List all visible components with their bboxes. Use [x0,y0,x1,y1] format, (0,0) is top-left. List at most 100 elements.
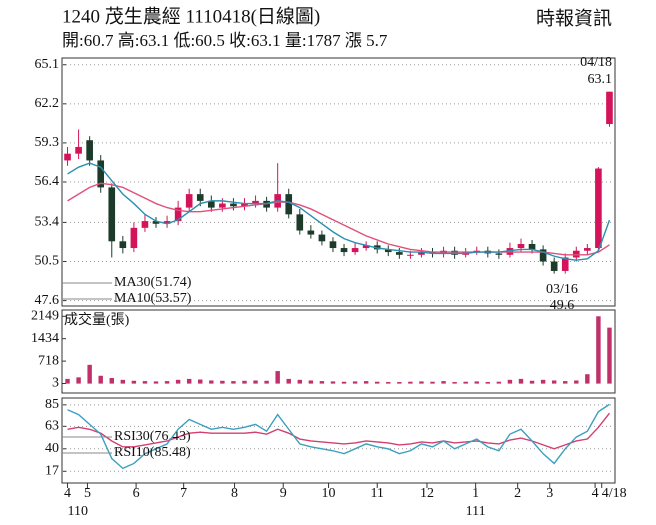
x-tick-label: 12 [420,486,434,501]
y-tick-label: 3 [52,376,59,391]
candle-body [196,194,204,201]
bar [563,381,568,384]
bar [275,371,280,384]
candle-body [97,160,105,188]
bar [164,381,170,384]
y-tick-label: 50.5 [35,254,60,269]
candle-body [561,257,569,271]
bar [397,382,402,384]
high-value: 63.1 [588,72,613,87]
bar [65,378,70,384]
candle-body [407,254,414,256]
x-tick-label: 5 [84,486,91,501]
candle-body [64,153,71,161]
bar [419,381,424,384]
candle-body [108,187,116,242]
bar [142,381,148,384]
y-tick-label: 62.2 [35,96,60,111]
low-date: 03/16 [546,282,578,297]
candle-body [584,248,591,251]
candle-body [318,234,326,242]
x-tick-label: 8 [231,486,238,501]
bar [120,379,126,384]
subtitle: 開:60.7 高:63.1 低:60.5 收:63.1 量:1787 漲 5.7 [62,31,388,50]
x-tick-label: 2 [514,486,521,501]
bar [408,381,413,384]
candle-body [241,203,248,207]
bar [474,381,479,384]
bar [87,364,92,384]
x-tick-label: 4/18 [602,486,627,501]
y-tick-label: 1434 [31,331,59,346]
line [67,162,611,261]
candle-body [384,249,392,253]
candle-body [351,248,359,253]
candle-body [252,200,259,204]
candle-body [418,252,425,255]
legend-label: MA10(53.57) [114,291,192,306]
bar [175,379,181,384]
bar [308,380,314,384]
bar [596,316,601,384]
bar [496,381,502,384]
bar [76,377,81,384]
x-year-label: 110 [68,504,88,519]
x-tick-label: 9 [280,486,287,501]
bar [209,380,214,384]
bar [264,380,269,384]
bar [540,379,546,384]
panel-title: 成交量(張) [64,311,130,328]
y-tick-label: 65.1 [35,57,60,72]
candle-body [595,168,602,249]
bar [319,381,325,384]
bar [585,374,590,384]
low-value: 49.6 [550,298,575,313]
x-tick-label: 6 [133,486,140,501]
high-date: 04/18 [580,55,612,70]
candle-body [362,245,370,249]
bar [507,379,513,384]
candle-body [340,248,348,253]
bar [386,382,391,384]
candle-body [495,253,503,255]
candle-body [539,249,547,262]
candle-body [307,230,315,235]
bar [607,327,612,384]
legend-label: MA30(51.74) [114,275,192,290]
candle-body [329,241,337,249]
y-tick-label: 56.4 [35,174,60,189]
candle-body [517,244,525,249]
rsi-frame [61,397,616,484]
chart-title: 1240 茂生農經 1110418(日線圖) [62,5,320,27]
line [67,412,611,450]
bar [463,381,468,384]
bar [242,380,247,384]
bar [430,381,435,384]
y-tick-label: 718 [38,353,59,368]
x-tick-label: 11 [370,486,383,501]
candle-body [86,140,93,161]
x-year-label: 111 [466,504,486,519]
candle-body [141,221,149,228]
bar [186,378,192,384]
candle-body [75,146,82,154]
x-tick-label: 10 [322,486,336,501]
x-tick-label: 7 [180,486,187,501]
y-tick-label: 53.4 [35,215,60,230]
legend-label: RSI10(85.48) [114,445,191,460]
volume-frame [61,309,616,394]
y-tick-label: 63 [45,419,59,434]
candle-body [230,203,237,207]
line [67,403,610,470]
bar [485,382,491,384]
bar [253,380,258,384]
x-tick-label: 4 [592,486,599,501]
candle-body [296,214,304,231]
bar [363,381,369,384]
bar [452,382,457,384]
candle-body [207,200,215,208]
bar [198,379,203,384]
candle-body [285,194,293,215]
bar [131,380,137,384]
